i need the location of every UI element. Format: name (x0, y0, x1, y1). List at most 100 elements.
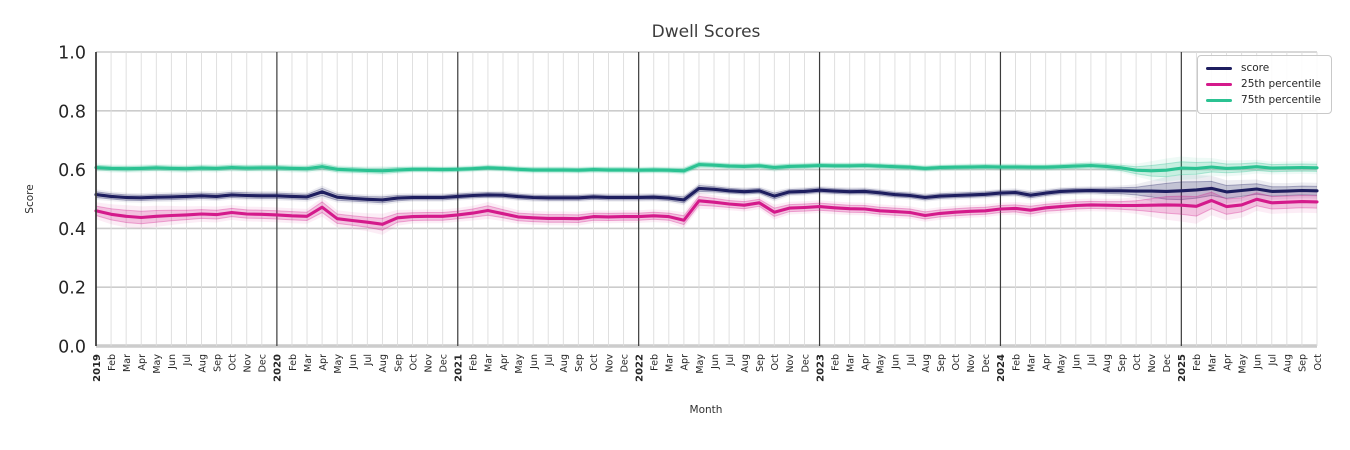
x-tick-label: 2023 (815, 354, 826, 382)
x-tick-label: Feb (469, 354, 480, 371)
x-tick-label: May (1237, 354, 1248, 374)
x-tick-label: Aug (378, 354, 389, 373)
band-25th-percentile (96, 192, 1317, 231)
x-tick-label: 2024 (996, 354, 1007, 382)
x-tick-label: May (1057, 354, 1068, 374)
x-tick-label: Jun (529, 354, 540, 370)
x-tick-label: 2025 (1177, 354, 1188, 382)
x-tick-label: Aug (197, 354, 208, 373)
x-tick-label: May (514, 354, 525, 374)
x-tick-label: Mar (1207, 354, 1218, 372)
band-edge-75th-percentile (95, 166, 1318, 178)
x-tick-label: Jun (1253, 354, 1264, 370)
x-tick-label: Feb (830, 354, 841, 371)
y-tick-label: 0.0 (58, 338, 86, 358)
x-tick-label: May (695, 354, 706, 374)
x-tick-label: Apr (318, 354, 329, 371)
band-75th-percentile (96, 161, 1317, 177)
x-tick-label: Dec (258, 354, 269, 372)
x-tick-label: Jul (1268, 354, 1279, 366)
legend-item-25th-percentile: 25th percentile (1206, 78, 1321, 91)
legend-label: 25th percentile (1241, 78, 1321, 91)
y-tick-label: 0.6 (58, 161, 86, 181)
x-tick-label: Sep (1117, 354, 1128, 372)
x-tick-label: Jul (725, 354, 736, 366)
y-tick-label: 0.2 (58, 279, 86, 299)
legend-swatch-score (1206, 67, 1233, 70)
band-edge-25th-percentile (95, 191, 1318, 219)
x-tick-label: Jun (891, 354, 902, 370)
x-tick-label: Dec (619, 354, 630, 372)
x-tick-label: Nov (1147, 354, 1158, 373)
x-tick-label: May (333, 354, 344, 374)
legend-swatch-75th-percentile (1206, 99, 1233, 102)
x-tick-label: Dec (439, 354, 450, 372)
x-tick-label: Oct (408, 354, 419, 371)
band-edge-75th-percentile (95, 161, 1318, 169)
series-line-75th-percentile (94, 163, 1319, 173)
x-tick-label: Sep (936, 354, 947, 372)
x-tick-label: Sep (393, 354, 404, 372)
x-tick-label: Nov (423, 354, 434, 373)
x-tick-label: 2021 (454, 354, 465, 382)
x-tick-label: Oct (227, 354, 238, 371)
x-tick-label: Feb (288, 354, 299, 371)
y-tick-label: 1.0 (58, 44, 86, 64)
y-axis-label: Score (24, 184, 36, 214)
legend: score 25th percentile 75th percentile (1197, 55, 1332, 114)
x-tick-label: Jun (167, 354, 178, 370)
x-tick-label: Jun (1072, 354, 1083, 370)
x-tick-label: Apr (499, 354, 510, 371)
x-tick-label: 2019 (92, 354, 103, 382)
x-tick-label: Aug (1283, 354, 1294, 373)
x-tick-label: Jul (1087, 354, 1098, 366)
x-tick-label: Sep (755, 354, 766, 372)
series-lines (94, 163, 1319, 226)
x-tick-label: Aug (559, 354, 570, 373)
x-tick-label: May (876, 354, 887, 374)
x-tick-label: Feb (650, 354, 661, 371)
x-tick-label: Nov (604, 354, 615, 373)
x-tick-label: Sep (1298, 354, 1309, 372)
x-tick-label: Aug (740, 354, 751, 373)
legend-item-score: score (1206, 62, 1321, 75)
legend-label: score (1241, 62, 1270, 75)
x-tick-label: Feb (1192, 354, 1203, 371)
x-tick-label: Mar (484, 354, 495, 372)
x-tick-label: Oct (951, 354, 962, 371)
x-tick-label: Jul (182, 354, 193, 366)
x-tick-label: Apr (1222, 354, 1233, 371)
x-tick-label: 2022 (634, 354, 645, 382)
x-tick-label: Jun (348, 354, 359, 370)
x-tick-label: Nov (966, 354, 977, 373)
x-tick-label: Sep (574, 354, 585, 372)
x-tick-label: Aug (1102, 354, 1113, 373)
x-tick-label: Jun (710, 354, 721, 370)
band-edge-score (95, 190, 1318, 204)
x-tick-label: Nov (243, 354, 254, 373)
series-line-score (94, 186, 1319, 202)
y-tick-label: 0.4 (58, 220, 86, 240)
legend-swatch-25th-percentile (1206, 83, 1233, 86)
x-tick-label: Dec (800, 354, 811, 372)
x-tick-label: Mar (122, 354, 133, 372)
x-tick-label: Aug (921, 354, 932, 373)
legend-label: 75th percentile (1241, 94, 1321, 107)
x-tick-label: Mar (665, 354, 676, 372)
x-tick-label: Oct (770, 354, 781, 371)
x-tick-label: Jul (906, 354, 917, 366)
series-line-25th-percentile (94, 197, 1319, 226)
y-tick-label: 0.8 (58, 102, 86, 122)
x-tick-label: Mar (1026, 354, 1037, 372)
x-tick-label: Mar (303, 354, 314, 372)
x-tick-label: 2020 (273, 354, 284, 382)
x-tick-label: Mar (846, 354, 857, 372)
x-tick-label: Apr (680, 354, 691, 371)
x-tick-label: Nov (785, 354, 796, 373)
band-outer-25th-percentile (96, 185, 1317, 235)
chart-title: Dwell Scores (651, 22, 761, 42)
x-tick-label: Oct (1132, 354, 1143, 371)
x-tick-label: Oct (1313, 354, 1324, 371)
x-tick-label: Dec (1162, 354, 1173, 372)
